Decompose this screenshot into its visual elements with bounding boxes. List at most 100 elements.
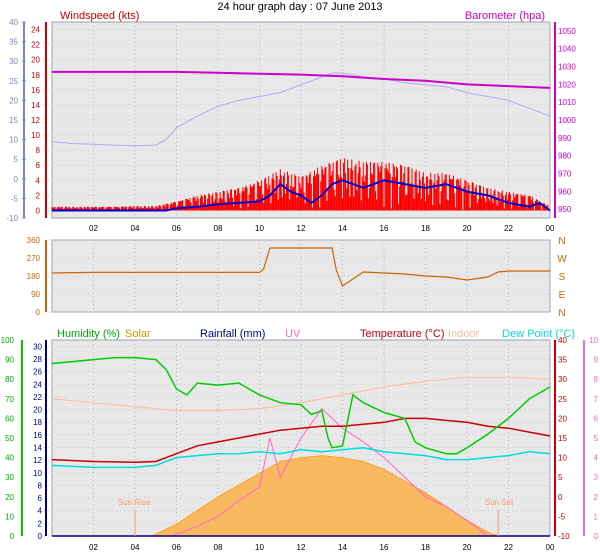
y-tick-label-rain: 26	[33, 368, 42, 377]
wind-average-series	[52, 179, 551, 212]
y-tick-label-rain: 12	[33, 456, 42, 465]
y-tick-label-humidity: 0	[10, 532, 15, 541]
solar-label: Solar	[125, 328, 151, 340]
y-tick-label-wind: 10	[31, 131, 40, 140]
y-tick-label-baro: 1010	[558, 98, 576, 107]
y-tick-label-direction: 90	[31, 290, 40, 299]
y-tick-label-uv: 7	[594, 395, 599, 404]
y-tick-label-wind: 16	[31, 86, 40, 95]
y-tick-label-rain: 18	[33, 418, 42, 427]
y-tick-label-uv: 8	[594, 375, 599, 384]
y-tick-label-temp: 0	[558, 493, 563, 502]
y-tick-label-baro: 1030	[558, 63, 576, 72]
y-tick-label-baro: 1050	[558, 27, 576, 36]
compass-label: S	[559, 272, 566, 283]
x-tick-label-wind: 10	[255, 224, 264, 233]
x-tick-label-wind: 02	[89, 224, 98, 233]
y-tick-label-wind: 8	[36, 146, 41, 155]
y-tick-label-wind: 12	[31, 116, 40, 125]
x-tick-label-temp: 10	[255, 543, 264, 552]
y-tick-label-temp: 40	[558, 336, 567, 345]
y-tick-label-wind: 2	[36, 191, 41, 200]
x-tick-label-temp: 06	[172, 543, 181, 552]
x-tick-label-temp: 20	[463, 543, 472, 552]
humidity-series	[51, 356, 551, 455]
y-tick-label-uv: 1	[594, 512, 599, 521]
x-tick-label-temp: 22	[504, 543, 513, 552]
y-tick-label-left: 5	[14, 155, 19, 164]
x-tick-label-wind: 16	[380, 224, 389, 233]
temperature-label: Temperature (°C)	[360, 328, 444, 340]
x-tick-label-temp: 16	[380, 543, 389, 552]
x-tick-label-temp: 14	[338, 543, 347, 552]
x-tick-label-temp: 02	[89, 543, 98, 552]
y-tick-label-wind: 18	[31, 71, 40, 80]
y-tick-label-humidity: 70	[5, 395, 14, 404]
y-tick-label-uv: 4	[594, 454, 599, 463]
x-tick-label-wind: 00	[546, 224, 555, 233]
y-tick-label-baro: 950	[558, 205, 572, 214]
y-tick-label-rain: 28	[33, 355, 42, 364]
y-tick-label-left: 25	[9, 77, 18, 86]
y-tick-label-direction: 180	[27, 272, 41, 281]
y-tick-label-left: 35	[9, 38, 18, 47]
y-tick-label-rain: 10	[33, 469, 42, 478]
x-tick-label-wind: 22	[504, 224, 513, 233]
indoor-label: Indoor	[448, 328, 480, 340]
y-tick-label-left: 0	[14, 175, 19, 184]
y-tick-label-temp: -10	[558, 532, 570, 541]
compass-label: W	[557, 254, 567, 265]
compass-label: E	[559, 290, 566, 301]
y-tick-label-uv: 9	[594, 356, 599, 365]
y-tick-label-temp: 5	[558, 473, 563, 482]
compass-label: N	[558, 236, 565, 247]
x-tick-label-temp: 08	[214, 543, 223, 552]
y-tick-label-baro: 1040	[558, 45, 576, 54]
y-tick-label-rain: 2	[38, 519, 43, 528]
y-tick-label-left: -5	[11, 194, 19, 203]
y-tick-label-humidity: 50	[5, 434, 14, 443]
y-tick-label-baro: 960	[558, 187, 572, 196]
indoor-series	[51, 376, 551, 412]
y-tick-label-temp: 35	[558, 356, 567, 365]
y-tick-label-wind: 4	[36, 176, 41, 185]
y-tick-label-temp: -5	[558, 512, 566, 521]
barometer-label: Barometer (hpa)	[465, 10, 545, 22]
y-tick-label-humidity: 40	[5, 454, 14, 463]
y-tick-label-uv: 6	[594, 414, 599, 423]
y-tick-label-rain: 0	[38, 532, 43, 541]
y-tick-label-rain: 24	[33, 380, 42, 389]
y-tick-label-direction: 360	[27, 236, 41, 245]
y-tick-label-baro: 970	[558, 169, 572, 178]
tick-labels: 0202040406060808101012121414161618182020…	[1, 18, 599, 552]
y-tick-label-baro: 990	[558, 134, 572, 143]
uv-label: UV	[285, 328, 301, 340]
y-tick-label-baro: 980	[558, 152, 572, 161]
left-axis-series-line	[51, 72, 551, 147]
windspeed-label: Windspeed (kts)	[60, 10, 139, 22]
y-tick-label-left: -10	[6, 214, 18, 223]
y-tick-label-uv: 10	[589, 336, 598, 345]
y-tick-label-left: 40	[9, 18, 18, 27]
x-tick-label-temp: 04	[131, 543, 140, 552]
y-tick-label-temp: 20	[558, 414, 567, 423]
y-tick-label-rain: 4	[38, 507, 43, 516]
y-tick-label-uv: 2	[594, 493, 599, 502]
rainfall-label: Rainfall (mm)	[200, 328, 265, 340]
y-tick-label-humidity: 100	[1, 336, 15, 345]
sunset-annotation: Sun Set	[485, 498, 514, 507]
y-tick-label-wind: 24	[31, 26, 40, 35]
y-tick-label-rain: 30	[33, 342, 42, 351]
x-tick-label-wind: 12	[297, 224, 306, 233]
y-tick-label-rain: 16	[33, 431, 42, 440]
y-tick-label-temp: 25	[558, 395, 567, 404]
y-tick-label-wind: 14	[31, 101, 40, 110]
y-tick-label-baro: 1000	[558, 116, 576, 125]
chart-title: 24 hour graph day : 07 June 2013	[217, 1, 382, 13]
x-tick-label-wind: 18	[421, 224, 430, 233]
x-tick-label-wind: 08	[214, 224, 223, 233]
y-tick-label-wind: 6	[36, 161, 41, 170]
y-tick-label-rain: 14	[33, 443, 42, 452]
